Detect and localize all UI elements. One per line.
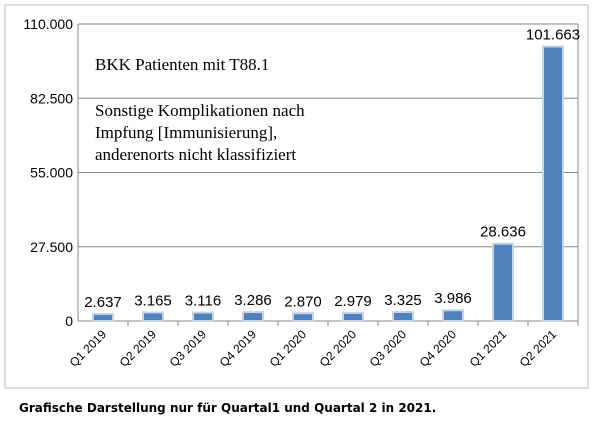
annotation: Impfung [Immunisierung], [95,123,277,142]
bar [242,311,264,323]
annotation: BKK Patienten mit T88.1 [95,55,269,74]
bar [392,311,414,322]
y-tick-label: 27.500 [30,239,73,255]
y-tick-label: 0 [65,313,73,329]
value-label: 2.979 [334,293,372,310]
bar [192,311,214,322]
value-label: 2.870 [284,293,322,310]
bar [342,311,364,322]
bar [292,312,314,323]
chart-frame [4,4,589,389]
annotation: anderenorts nicht klassifiziert [95,145,296,164]
bar [492,242,514,322]
value-label: 101.663 [526,27,580,44]
y-tick-label: 110.000 [23,16,73,32]
bar [442,309,464,322]
bar [142,311,164,322]
value-label: 3.286 [234,292,272,309]
annotation: Sonstige Komplikationen nach [95,101,305,120]
caption: Grafische Darstellung nur für Quartal1 u… [19,401,436,415]
value-label: 3.986 [434,290,472,307]
value-label: 3.116 [185,293,221,310]
value-label: 2.637 [84,294,122,311]
y-tick-label: 55.000 [30,165,73,181]
bar [92,312,114,322]
bar [542,45,564,323]
y-tick-label: 82.500 [30,90,73,106]
value-label: 28.636 [480,224,526,241]
value-label: 3.165 [134,292,172,309]
value-label: 3.325 [384,292,422,309]
